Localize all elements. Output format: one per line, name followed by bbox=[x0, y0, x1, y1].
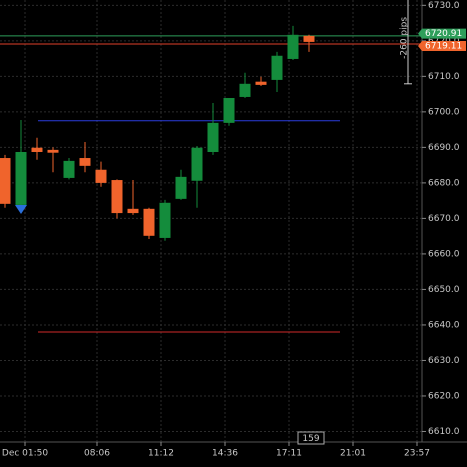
y-tick-label: 6680.0 bbox=[428, 178, 460, 188]
y-tick-label: 6650.0 bbox=[428, 285, 460, 295]
y-tick-label: 6670.0 bbox=[428, 214, 460, 224]
candle-body bbox=[255, 81, 267, 85]
candle-body bbox=[95, 169, 107, 183]
signal-arrow bbox=[15, 205, 27, 214]
candle-body bbox=[159, 202, 171, 238]
x-tick-label: 08:06 bbox=[84, 449, 110, 459]
price-tag-label: 6720.91 bbox=[425, 29, 462, 39]
candle-body bbox=[31, 147, 43, 152]
candle-body bbox=[223, 98, 235, 123]
candle-body bbox=[0, 158, 11, 204]
candle-body bbox=[303, 35, 315, 42]
y-tick-label: 6640.0 bbox=[428, 320, 460, 330]
candle-body bbox=[111, 180, 123, 214]
y-tick-label: 6660.0 bbox=[428, 249, 460, 259]
candle-body bbox=[287, 34, 299, 59]
candle-body bbox=[15, 151, 27, 205]
countdown-box bbox=[297, 431, 325, 445]
y-tick-label: 6620.0 bbox=[428, 391, 460, 401]
x-tick-label: 17:11 bbox=[276, 449, 302, 459]
candle-body bbox=[207, 122, 219, 152]
x-tick-label: Dec 01:50 bbox=[2, 449, 48, 459]
y-tick-label: 6710.0 bbox=[428, 72, 460, 82]
y-tick-label: 6690.0 bbox=[428, 143, 460, 153]
candle-body bbox=[239, 83, 251, 97]
plot-area: -260 pips bbox=[0, 0, 422, 333]
y-tick-label: 6630.0 bbox=[428, 356, 460, 366]
candle-body bbox=[271, 55, 283, 80]
candle-body bbox=[79, 158, 91, 166]
candle-body bbox=[191, 147, 203, 181]
x-tick-label: 21:01 bbox=[340, 449, 366, 459]
candle-body bbox=[63, 160, 75, 178]
candle-body bbox=[47, 149, 59, 153]
y-tick-label: 6700.0 bbox=[428, 107, 460, 117]
countdown-label: 159 bbox=[302, 434, 319, 444]
x-tick-label: 11:12 bbox=[148, 449, 174, 459]
x-tick-label: 23:57 bbox=[404, 449, 430, 459]
price-tag-bg bbox=[418, 28, 466, 39]
y-tick-label: 6730.0 bbox=[428, 1, 460, 11]
y-tick-label: 6610.0 bbox=[428, 427, 460, 437]
x-tick-label: 14:36 bbox=[212, 449, 238, 459]
candle-body bbox=[175, 176, 187, 199]
candle-body bbox=[127, 208, 139, 214]
candle-body bbox=[143, 208, 155, 236]
price-tag-label: 6719.11 bbox=[425, 42, 462, 52]
axes: 6730.06720.06710.06700.06690.06680.06670… bbox=[2, 1, 466, 459]
price-tag-bg bbox=[418, 41, 466, 51]
ruler-label: -260 pips bbox=[400, 17, 410, 59]
